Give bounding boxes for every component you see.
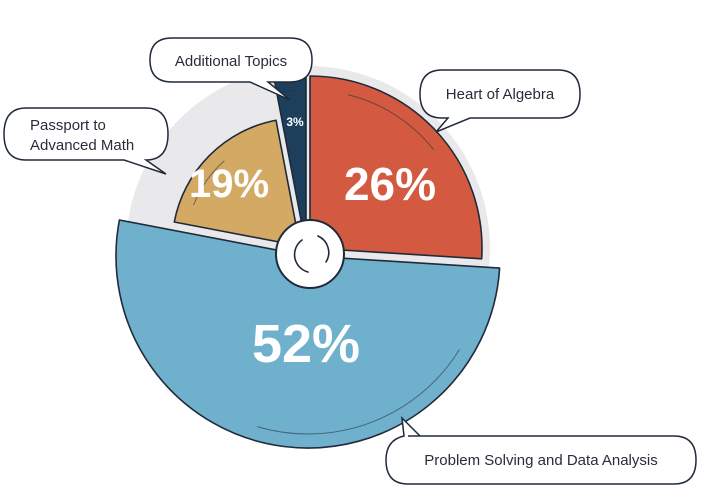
pie-center-hub [275, 219, 345, 289]
callout-passport: Passport to Advanced Math [3, 107, 169, 175]
callout-additional-topics: Additional Topics [149, 37, 313, 101]
slice-label-additional: 3% [286, 115, 304, 129]
callout-passport-line1: Passport to [30, 117, 106, 134]
slice-heart-of-algebra [309, 75, 483, 260]
slice-problem-solving [115, 219, 501, 449]
callout-problem-solving-text: Problem Solving and Data Analysis [424, 452, 657, 469]
slice-label-problem: 52% [252, 314, 360, 374]
pie-center-arc [293, 239, 309, 273]
callout-additional-topics-text: Additional Topics [175, 53, 287, 70]
slice-label-passport: 19% [189, 162, 269, 206]
slice-passport [173, 119, 301, 247]
callout-heart-of-algebra: Heart of Algebra [419, 69, 581, 133]
slice-passport-decor-arc [193, 160, 225, 206]
pie-slices [115, 75, 501, 449]
slice-label-heart: 26% [344, 158, 436, 210]
slice-problem-solving-decor-arc [257, 349, 460, 435]
callout-heart-of-algebra-text: Heart of Algebra [446, 86, 555, 103]
slice-heart-of-algebra-decor-arc [348, 94, 435, 150]
callout-problem-solving: Problem Solving and Data Analysis [385, 415, 697, 485]
pie-center-arc-2 [317, 235, 330, 263]
callout-passport-line2: Advanced Math [30, 137, 134, 154]
